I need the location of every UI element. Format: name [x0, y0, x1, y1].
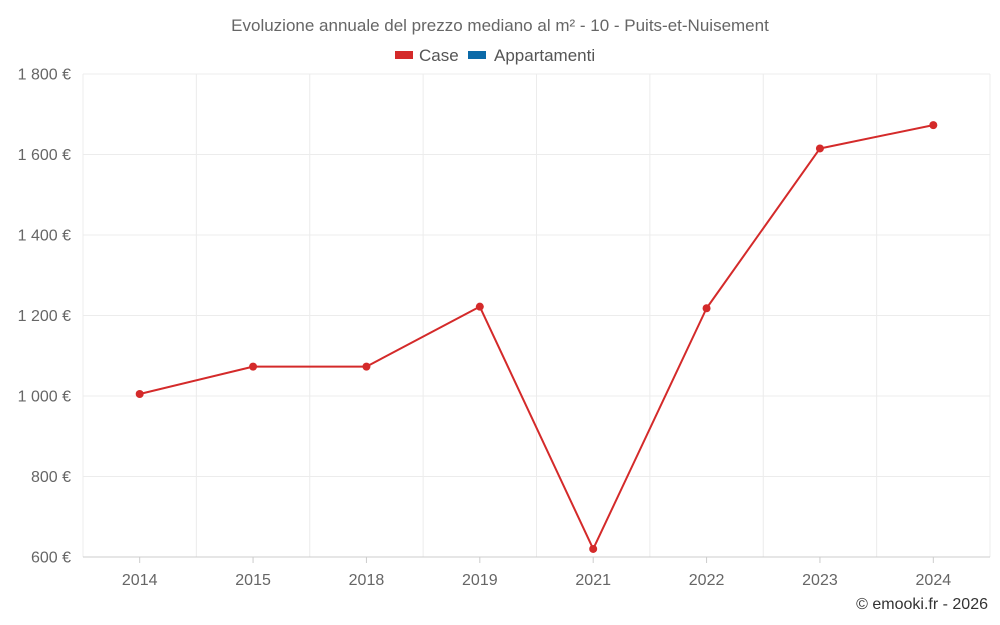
legend-item-appartamenti[interactable]: Appartamenti	[468, 46, 595, 65]
data-point-case-2014[interactable]	[135, 389, 144, 398]
data-point-case-2022[interactable]	[702, 304, 711, 313]
legend-item-case[interactable]: Case	[395, 46, 459, 65]
series-case	[135, 121, 938, 553]
data-point-case-2018[interactable]	[362, 362, 371, 371]
x-tick-label: 2018	[349, 572, 385, 589]
credit-text: © emooki.fr - 2026	[856, 596, 988, 613]
y-tick-label: 1 800 €	[18, 67, 71, 84]
data-point-case-2023[interactable]	[815, 144, 824, 153]
x-tick-label: 2022	[689, 572, 725, 589]
x-tick-label: 2024	[916, 572, 952, 589]
legend-swatch-case	[395, 51, 413, 59]
y-tick-label: 800 €	[31, 469, 71, 486]
grid	[82, 73, 991, 557]
data-point-case-2015[interactable]	[249, 362, 258, 371]
x-tick-label: 2023	[802, 572, 838, 589]
x-tick-label: 2015	[235, 572, 271, 589]
legend-label-appartamenti: Appartamenti	[494, 46, 595, 65]
axes: 600 € 800 € 1 000 € 1 200 € 1 400 € 1 600 € 1 …	[18, 67, 990, 589]
y-tick-label: 1 600 €	[18, 147, 71, 164]
x-tick-label: 2019	[462, 572, 498, 589]
y-tick-label: 1 400 €	[18, 228, 71, 245]
y-tick-label: 1 000 €	[18, 389, 71, 406]
data-point-case-2019[interactable]	[475, 302, 484, 311]
legend-swatch-appartamenti	[468, 51, 486, 59]
y-tick-label: 1 200 €	[18, 308, 71, 325]
y-tick-label: 600 €	[31, 550, 71, 567]
x-tick-label: 2021	[575, 572, 611, 589]
data-point-case-2021[interactable]	[589, 544, 598, 553]
chart-title: Evoluzione annuale del prezzo mediano al…	[231, 16, 769, 35]
x-tick-label: 2014	[122, 572, 158, 589]
data-point-case-2024[interactable]	[929, 121, 938, 130]
legend-label-case: Case	[419, 46, 459, 65]
legend: Case Appartamenti	[395, 46, 595, 65]
series-line-case	[139, 124, 934, 550]
